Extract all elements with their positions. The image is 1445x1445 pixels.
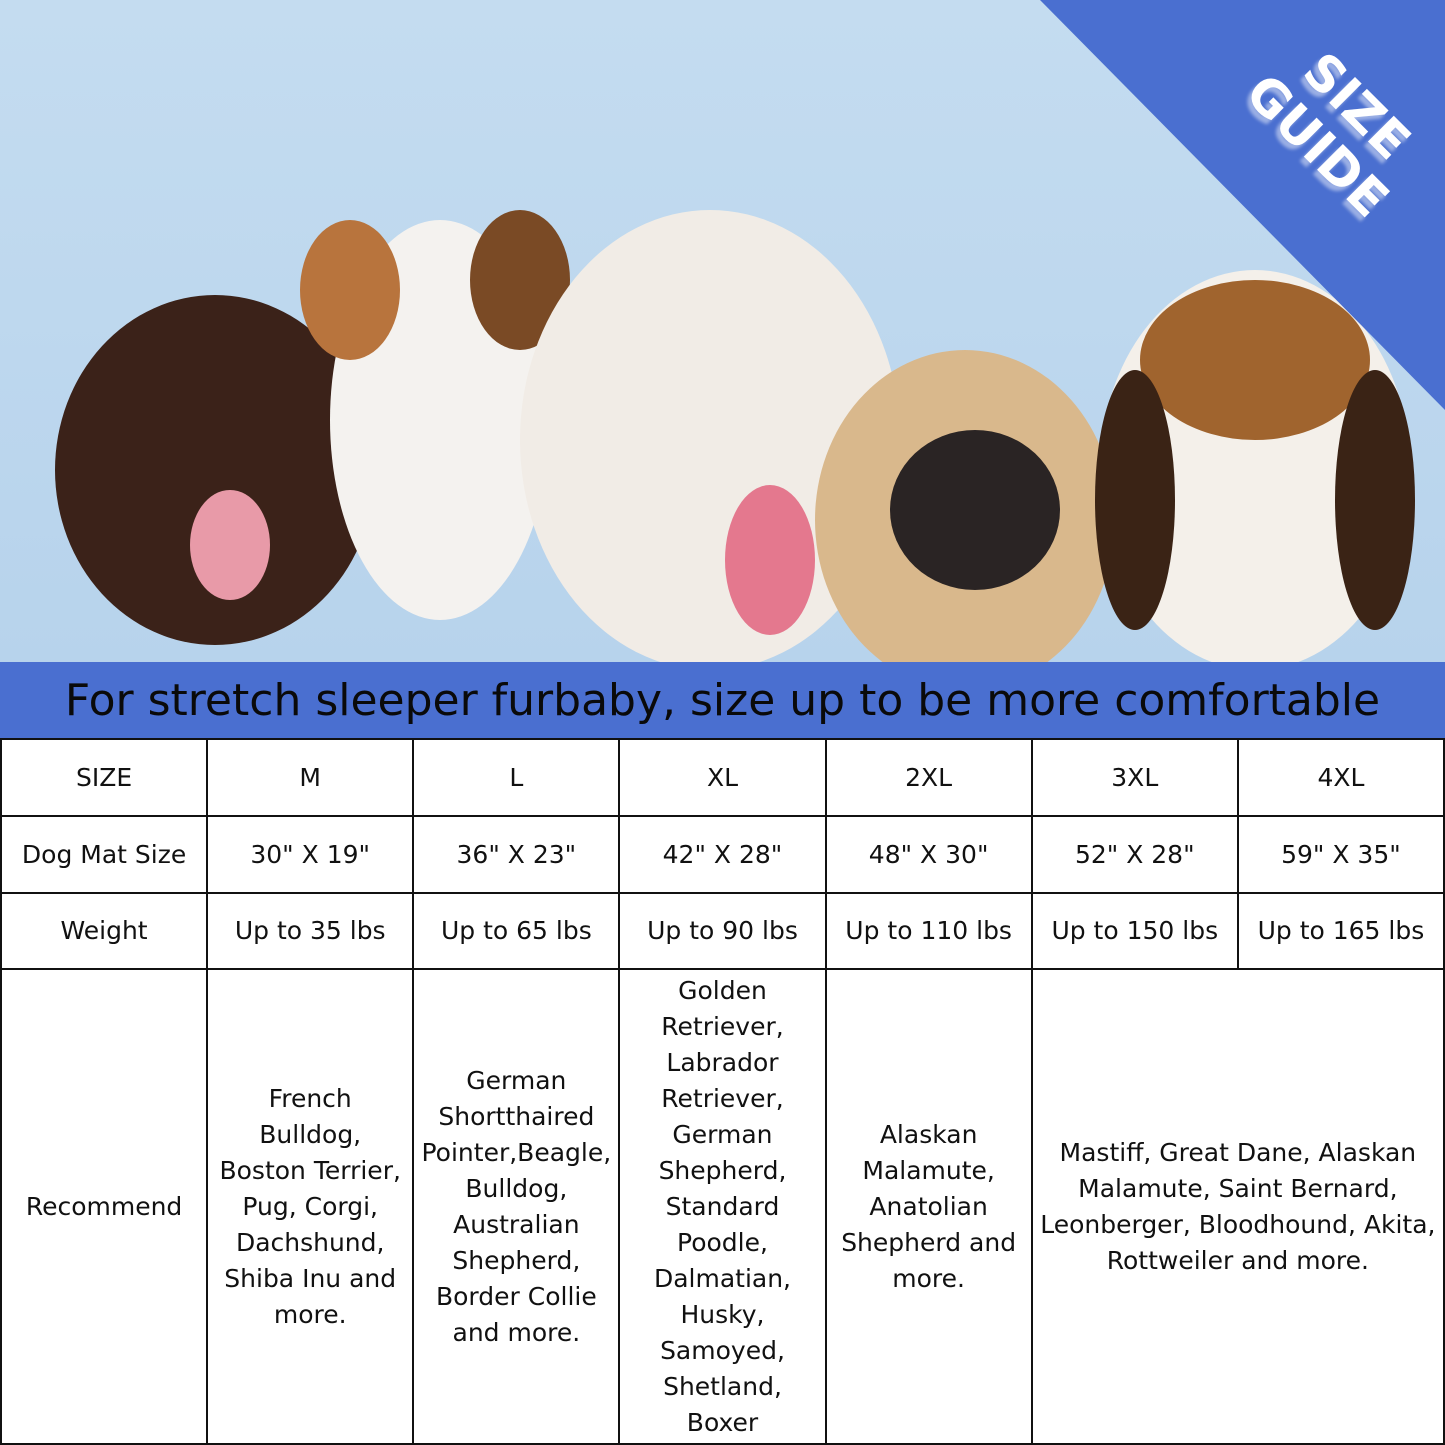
table-row-recommend: Recommend French Bulldog, Boston Terrier… [0, 968, 1445, 1445]
mat-cell: 36" X 23" [412, 815, 621, 894]
row-header: Weight [0, 892, 209, 970]
size-cell: 4XL [1236, 738, 1445, 817]
size-cell: M [206, 738, 415, 817]
row-header: Recommend [0, 968, 209, 1445]
tip-banner: For stretch sleeper furbaby, size up to … [0, 662, 1445, 738]
weight-cell: Up to 65 lbs [412, 892, 621, 970]
jack-russell [300, 210, 570, 620]
size-cell: XL [618, 738, 827, 817]
size-cell: L [412, 738, 621, 817]
mat-cell: 48" X 30" [824, 815, 1033, 894]
recommend-cell: French Bulldog, Boston Terrier, Pug, Cor… [206, 968, 415, 1445]
table-row-weight: Weight Up to 35 lbs Up to 65 lbs Up to 9… [0, 892, 1445, 970]
mat-cell: 42" X 28" [618, 815, 827, 894]
recommend-cell: German Shortthaired Pointer,Beagle, Bull… [412, 968, 621, 1445]
labrador-puppy [55, 295, 375, 645]
weight-cell: Up to 90 lbs [618, 892, 827, 970]
size-cell: 2XL [824, 738, 1033, 817]
mat-cell: 52" X 28" [1030, 815, 1239, 894]
weight-cell: Up to 35 lbs [206, 892, 415, 970]
size-cell: 3XL [1030, 738, 1239, 817]
pug [815, 350, 1115, 662]
dogs-photo: SIZE GUIDE [0, 0, 1445, 662]
weight-cell: Up to 150 lbs [1030, 892, 1239, 970]
size-guide-corner [1040, 0, 1445, 410]
bulldog [520, 210, 900, 662]
mat-cell: 59" X 35" [1236, 815, 1445, 894]
recommend-cell: Mastiff, Great Dane, Alaskan Malamute, S… [1030, 968, 1445, 1445]
row-header: Dog Mat Size [0, 815, 209, 894]
table-row-size: SIZE M L XL 2XL 3XL 4XL [0, 738, 1445, 817]
table-row-mat: Dog Mat Size 30" X 19" 36" X 23" 42" X 2… [0, 815, 1445, 894]
recommend-cell: Golden Retriever, Labrador Retriever, Ge… [618, 968, 827, 1445]
row-header: SIZE [0, 738, 209, 817]
size-table: SIZE M L XL 2XL 3XL 4XL Dog Mat Size 30"… [0, 738, 1445, 1445]
recommend-cell: Alaskan Malamute, Anatolian Shepherd and… [824, 968, 1033, 1445]
weight-cell: Up to 110 lbs [824, 892, 1033, 970]
mat-cell: 30" X 19" [206, 815, 415, 894]
weight-cell: Up to 165 lbs [1236, 892, 1445, 970]
